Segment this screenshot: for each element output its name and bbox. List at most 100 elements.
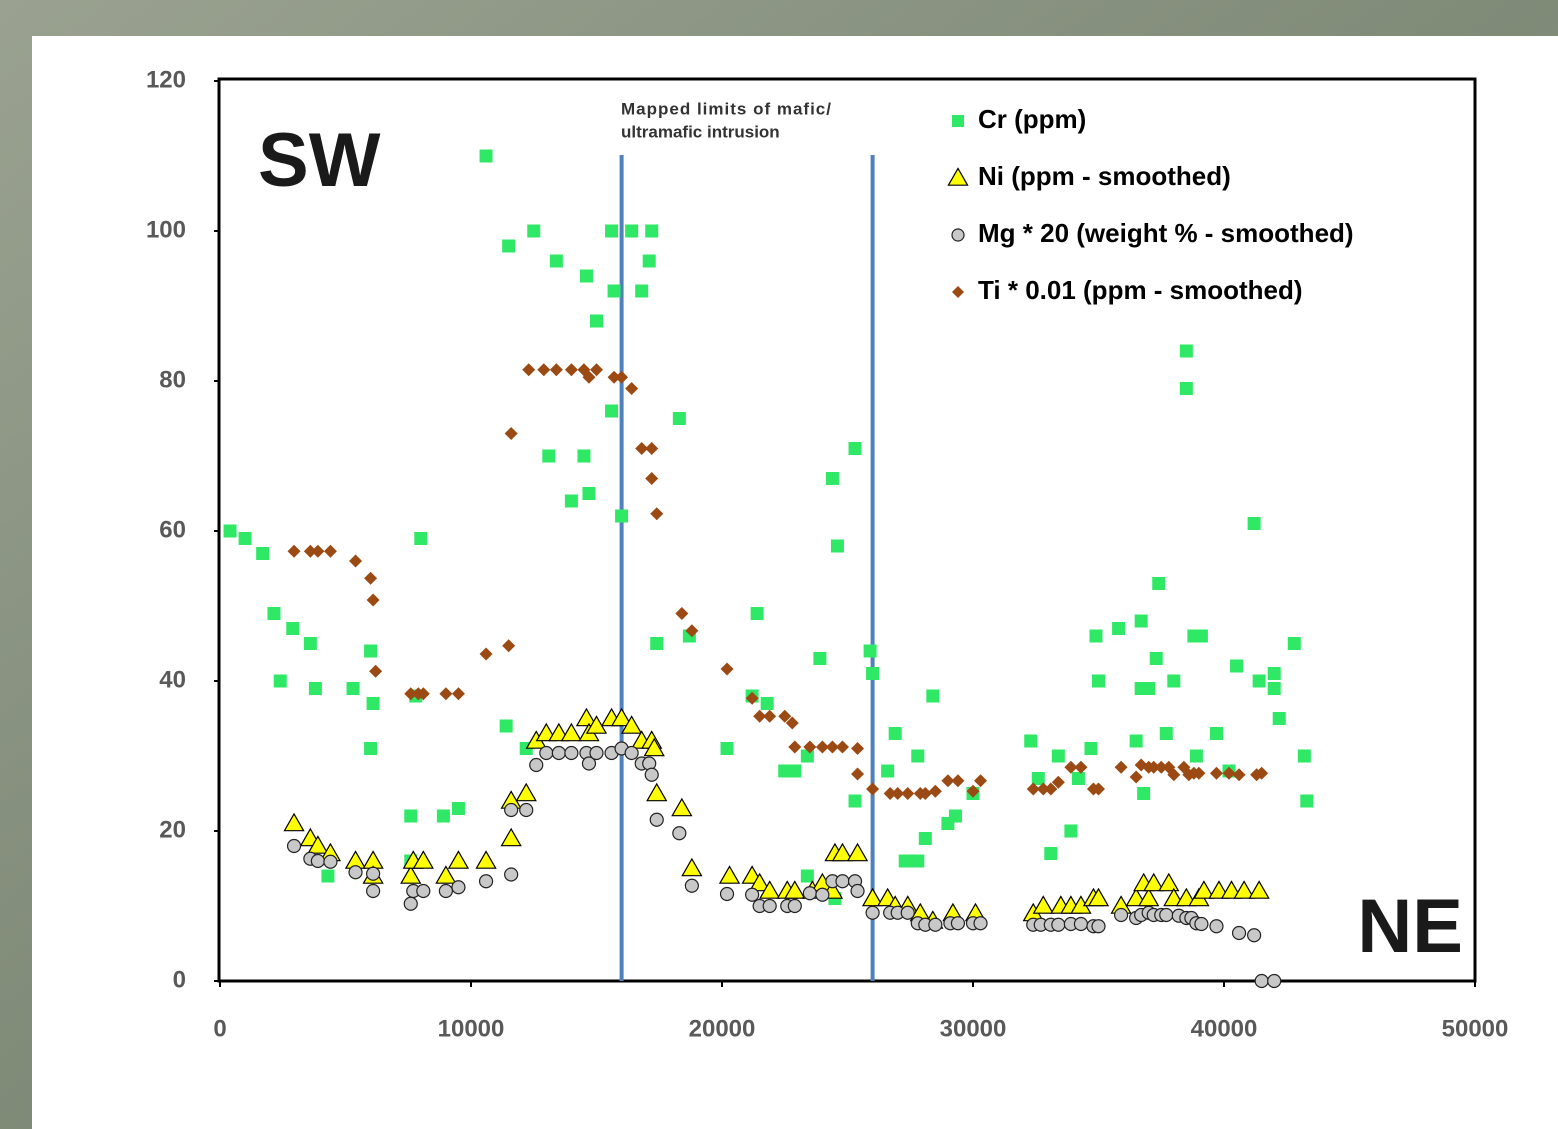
marker-triangle xyxy=(575,707,598,727)
marker-circle xyxy=(1231,925,1247,941)
marker-triangle xyxy=(784,880,806,899)
marker-diamond xyxy=(825,740,839,754)
marker-square xyxy=(577,449,591,463)
marker-square xyxy=(800,869,814,883)
marker-square xyxy=(1031,772,1045,785)
marker-diamond xyxy=(883,787,897,800)
marker-circle xyxy=(1091,919,1106,934)
marker-triangle xyxy=(831,842,854,862)
marker-square xyxy=(888,727,902,740)
annotation-sw: SW xyxy=(258,118,381,203)
marker-diamond xyxy=(615,370,629,384)
marker-circle xyxy=(366,883,381,899)
marker-diamond xyxy=(1051,775,1065,789)
marker-square xyxy=(881,764,895,778)
marker-circle xyxy=(310,853,325,869)
x-tick-label: 50000 xyxy=(1442,1015,1509,1042)
y-tick-label: 0 xyxy=(173,966,186,993)
marker-diamond xyxy=(549,363,563,377)
marker-square xyxy=(911,854,925,868)
y-tick-label: 80 xyxy=(159,366,186,393)
marker-diamond xyxy=(1092,782,1105,796)
marker-diamond xyxy=(803,740,817,754)
marker-diamond xyxy=(1044,782,1058,796)
marker-square xyxy=(1071,772,1085,785)
marker-circle xyxy=(865,905,880,920)
y-tick-label: 120 xyxy=(146,66,186,93)
legend-marker xyxy=(951,228,965,242)
marker-square xyxy=(366,697,380,710)
marker-diamond xyxy=(928,784,942,798)
marker-circle xyxy=(835,874,850,889)
x-tick-label: 30000 xyxy=(940,1015,1007,1042)
marker-diamond xyxy=(788,740,802,754)
marker-triangle xyxy=(560,722,583,742)
marker-triangle xyxy=(515,782,537,802)
x-tick-label: 20000 xyxy=(689,1015,756,1042)
marker-circle xyxy=(504,802,519,818)
y-tick-label: 20 xyxy=(159,816,186,843)
marker-diamond xyxy=(1064,760,1078,774)
marker-square xyxy=(1064,824,1078,838)
marker-square xyxy=(579,269,593,283)
marker-diamond xyxy=(1147,760,1161,774)
marker-circle xyxy=(416,883,431,899)
marker-circle xyxy=(624,745,639,761)
marker-diamond xyxy=(1074,760,1088,774)
marker-square xyxy=(1252,674,1266,688)
y-tick-label: 100 xyxy=(146,216,186,243)
legend-marker xyxy=(952,115,964,127)
marker-circle xyxy=(900,905,915,920)
marker-square xyxy=(1267,682,1281,695)
marker-circle xyxy=(551,745,566,761)
marker-square xyxy=(499,719,513,733)
marker-square xyxy=(1272,712,1286,725)
marker-diamond xyxy=(582,370,596,384)
marker-diamond xyxy=(1036,782,1050,796)
marker-square xyxy=(1189,749,1203,763)
marker-diamond xyxy=(635,442,649,455)
marker-square xyxy=(1167,674,1181,688)
marker-circle xyxy=(451,880,466,895)
panel xyxy=(32,36,1558,1129)
marker-circle xyxy=(519,802,534,818)
marker-square xyxy=(720,742,734,755)
legend-marker xyxy=(952,286,964,298)
marker-square xyxy=(1112,622,1126,635)
marker-circle xyxy=(973,916,988,931)
marker-square xyxy=(479,149,493,163)
marker-triangle xyxy=(759,880,781,899)
marker-diamond xyxy=(778,709,792,723)
marker-diamond xyxy=(685,624,699,638)
marker-square xyxy=(1152,577,1166,590)
marker-circle xyxy=(802,886,817,901)
marker-square xyxy=(1209,727,1223,740)
marker-square xyxy=(1084,742,1098,755)
marker-triangle xyxy=(846,842,869,862)
marker-diamond xyxy=(785,716,799,730)
marker-circle xyxy=(787,898,802,914)
marker-triangle xyxy=(718,865,741,884)
annotation: Mapped limits of mafic/ xyxy=(621,99,832,118)
marker-square xyxy=(750,607,764,620)
annotation-ne: NE xyxy=(1357,884,1463,969)
marker-circle xyxy=(1051,917,1066,932)
marker-diamond xyxy=(1167,768,1181,782)
marker-circle xyxy=(672,826,687,841)
marker-diamond xyxy=(974,774,988,788)
legend-label: Ni (ppm - smoothed) xyxy=(978,161,1231,191)
marker-circle xyxy=(762,898,777,914)
marker-square xyxy=(635,284,649,298)
marker-circle xyxy=(1073,916,1089,932)
marker-diamond xyxy=(891,787,905,800)
marker-circle xyxy=(649,812,664,827)
marker-square xyxy=(404,809,418,823)
marker-square xyxy=(527,224,541,238)
marker-diamond xyxy=(439,687,453,701)
marker-square xyxy=(1179,382,1193,395)
marker-diamond xyxy=(1209,766,1223,780)
marker-circle xyxy=(745,887,760,902)
marker-circle xyxy=(644,767,659,782)
marker-triangle xyxy=(435,865,457,884)
